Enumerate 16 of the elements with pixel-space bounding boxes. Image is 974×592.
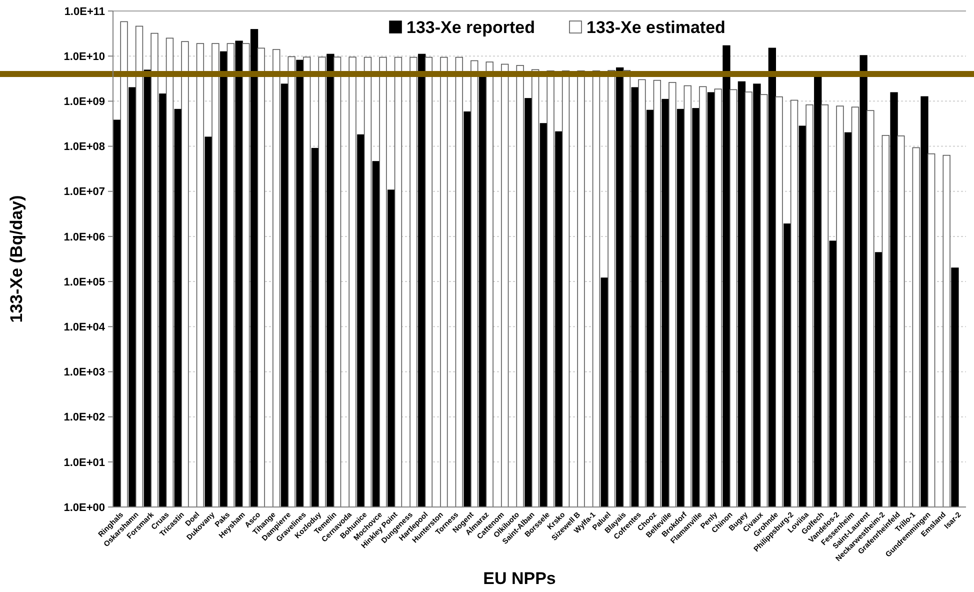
y-tick-label: 1.0E+08 <box>64 141 105 154</box>
y-tick-label: 1.0E+06 <box>64 231 105 244</box>
legend-label: 133-Xe reported <box>406 18 535 37</box>
y-tick-label: 1.0E+03 <box>64 366 105 379</box>
y-tick-label: 1.0E+07 <box>64 186 105 198</box>
y-axis-title: 133-Xe (Bq/day) <box>7 195 26 323</box>
y-tick-label: 1.0E+05 <box>64 276 105 288</box>
x-axis-title: EU NPPs <box>483 569 556 588</box>
y-tick-label: 1.0E+10 <box>64 50 105 63</box>
y-tick-label: 1.0E+01 <box>64 456 105 469</box>
y-tick-label: 1.0E+00 <box>64 502 105 514</box>
y-tick-label: 1.0E+04 <box>64 321 106 334</box>
y-tick-label: 1.0E+09 <box>64 96 105 108</box>
y-tick-label: 1.0E+02 <box>64 412 105 424</box>
y-tick-label: 1.0E+11 <box>64 6 105 18</box>
legend-label: 133-Xe estimated <box>586 18 726 37</box>
